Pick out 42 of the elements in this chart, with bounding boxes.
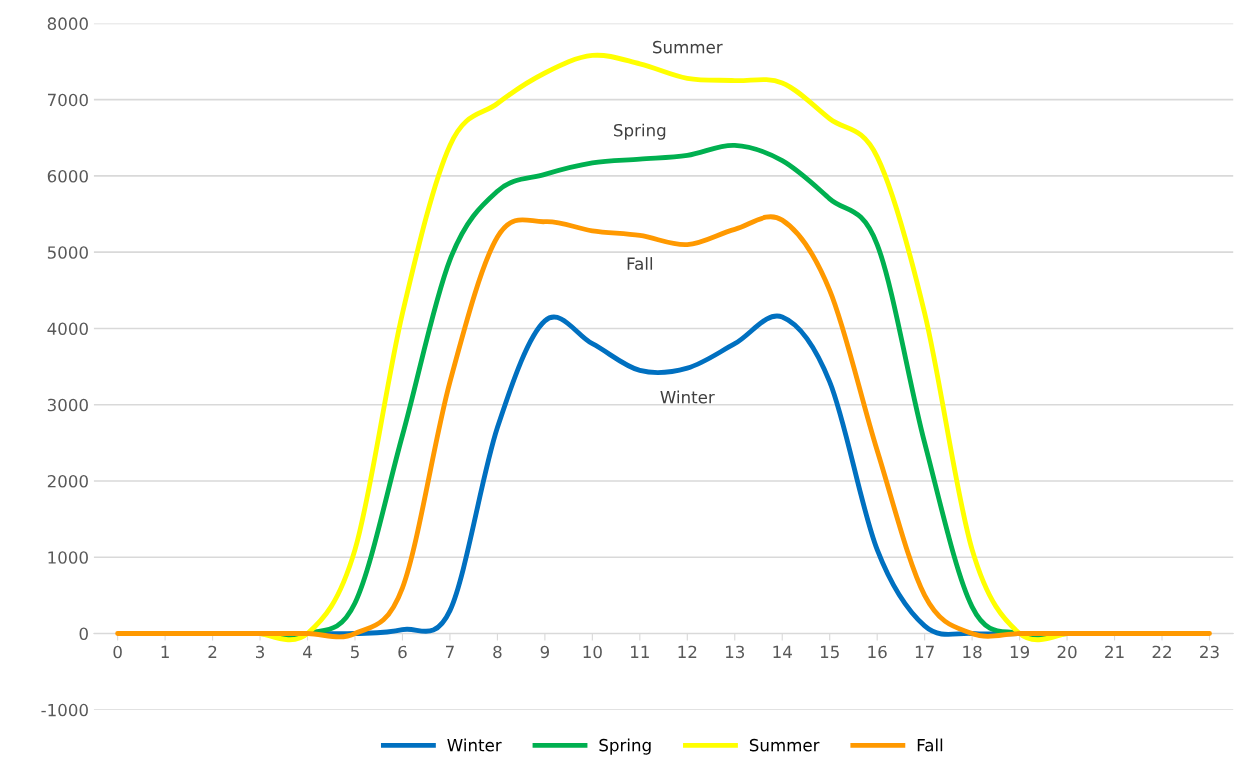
x-tick-label: 9 <box>540 645 550 659</box>
y-tick-label: 4000 <box>47 322 88 336</box>
x-tick-label: 0 <box>113 645 122 659</box>
y-tick-label: 2000 <box>47 474 88 488</box>
x-tick-label: 2 <box>208 645 217 658</box>
annotation: Summer <box>653 40 723 54</box>
x-tick-label: 14 <box>773 645 792 658</box>
y-tick-label: 1000 <box>48 551 88 564</box>
x-tick-label: 4 <box>303 645 312 658</box>
y-tick-label: 3000 <box>47 398 88 412</box>
x-tick-label: 16 <box>868 645 887 659</box>
y-tick-label: -1000 <box>41 703 88 717</box>
annotation: Spring <box>614 123 666 140</box>
x-tick-label: 23 <box>1200 645 1219 659</box>
y-tick-label: 0 <box>79 627 88 641</box>
x-tick-label: 20 <box>1057 645 1077 659</box>
legend-label: Winter <box>447 738 502 752</box>
y-tick-label: 7000 <box>47 93 88 107</box>
annotation: Fall <box>627 257 653 270</box>
x-tick-label: 10 <box>583 645 602 659</box>
x-tick-label: 3 <box>256 645 265 659</box>
x-tick-label: 7 <box>446 645 454 658</box>
y-tick-label: 5000 <box>47 246 88 259</box>
x-tick-label: 19 <box>1010 645 1030 659</box>
x-tick-label: 1 <box>161 645 169 658</box>
x-tick-label: 6 <box>398 645 407 659</box>
y-tick-label: 6000 <box>47 169 88 183</box>
annotation: Winter <box>660 390 715 404</box>
x-tick-label: 15 <box>820 645 839 659</box>
y-tick-label: 8000 <box>47 17 88 30</box>
legend-label: Spring <box>599 738 651 755</box>
x-tick-label: 11 <box>631 645 649 658</box>
x-tick-label: 22 <box>1152 645 1171 658</box>
x-tick-label: 8 <box>493 645 502 659</box>
x-tick-label: 21 <box>1105 645 1124 658</box>
x-tick-label: 17 <box>915 645 934 658</box>
x-tick-label: 12 <box>678 645 697 658</box>
x-tick-label: 5 <box>350 645 359 659</box>
legend-label: Fall <box>917 738 943 752</box>
legend-label: Summer <box>749 738 820 752</box>
x-tick-label: 18 <box>963 645 982 659</box>
x-tick-label: 13 <box>725 645 745 659</box>
